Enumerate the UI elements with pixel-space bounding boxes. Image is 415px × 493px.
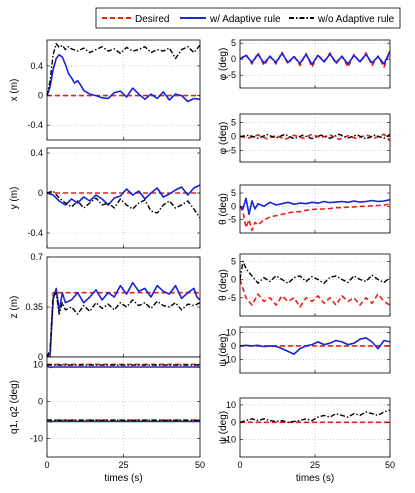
y-tick-label: 0 [38, 91, 43, 101]
series-line-adaptive [47, 420, 200, 423]
y-tick-label: 10 [226, 327, 236, 337]
y-axis-label: z (m) [9, 296, 20, 319]
panel-left-4: 10 0 -10 0 25 50 q1, q2 (deg) times (s) [9, 356, 205, 484]
y-tick-label: 0 [231, 54, 236, 64]
y-tick-label: 5 [231, 188, 236, 198]
series-line-no-adaptive [240, 133, 390, 140]
y-tick-label: -5 [228, 146, 236, 156]
series-line-adaptive [240, 336, 390, 355]
y-tick-label: 0 [231, 275, 236, 285]
y-tick-label: -10 [223, 435, 236, 445]
y-axis-label: θ (deg) [218, 193, 229, 225]
panels: 0.4 0 -0.4 x (m) 0.4 0 -0.4 y (m) 0.7 0.35 0 z (m) 1… [9, 38, 395, 484]
y-axis-label: y (m) [9, 187, 20, 210]
plot-area [47, 257, 200, 357]
y-axis-label: ψ (deg) [218, 333, 229, 366]
series-group [240, 197, 390, 232]
panel-right-1: 5 0 -5φ (deg) [218, 38, 391, 89]
y-tick-label: 0 [231, 201, 236, 211]
y-tick-label: 5 [231, 256, 236, 266]
series-line-adaptive [47, 53, 200, 103]
series-line-adaptive [240, 197, 390, 216]
series-line-adaptive [47, 365, 200, 369]
y-tick-label: 0 [38, 188, 43, 198]
series-group [240, 260, 390, 308]
x-tick-label: 0 [44, 460, 49, 470]
series-group [47, 281, 200, 357]
panel-right-5: 10 0 -10ψ (deg) [218, 326, 391, 374]
series-line-adaptive [47, 184, 200, 206]
series-line-desired [47, 291, 200, 357]
y-tick-label: 0 [231, 417, 236, 427]
plot-area [47, 148, 200, 248]
series-line-desired [240, 279, 390, 308]
series-group [240, 133, 390, 142]
panel-right-6: 10 0 -10 0 25 50 ψ (deg) times (s) [218, 397, 395, 484]
plot-area [240, 398, 390, 457]
y-tick-label: -0.4 [27, 228, 43, 238]
y-tick-label: 0 [231, 132, 236, 142]
x-tick-label: 25 [310, 460, 320, 470]
y-axis-label: q1, q2 (deg) [9, 380, 20, 434]
panel-right-4: 5 0 -5θ (deg) [218, 253, 391, 317]
series-line-adaptive [240, 50, 390, 66]
y-tick-label: 0.35 [25, 302, 43, 312]
x-tick-label: 25 [118, 460, 128, 470]
y-axis-label: ψ (deg) [218, 411, 229, 444]
y-tick-label: -5 [228, 70, 236, 80]
series-line-no-adaptive [47, 43, 200, 96]
y-tick-label: 0.7 [30, 252, 43, 262]
x-tick-label: 0 [237, 460, 242, 470]
series-line-no-adaptive [240, 409, 390, 423]
x-tick-label: 50 [385, 460, 395, 470]
series-line-no-adaptive [47, 190, 200, 219]
y-axis-label: φ (deg) [218, 48, 229, 81]
series-line-adaptive [47, 281, 200, 357]
series-group [47, 363, 200, 423]
series-group [240, 336, 390, 355]
panel-right-3: 5 0 -5θ (deg) [218, 184, 391, 234]
series-line-desired [240, 203, 390, 232]
series-line-desired [240, 133, 390, 142]
y-axis-label: x (m) [9, 79, 20, 102]
series-group [47, 43, 200, 103]
y-tick-label: 5 [231, 117, 236, 127]
y-tick-label: -5 [228, 293, 236, 303]
plot-area [240, 327, 390, 373]
y-axis-label: φ (deg) [218, 122, 229, 155]
legend-label-no-adaptive: w/o Adaptive rule [317, 14, 395, 25]
y-tick-label: 0.4 [30, 61, 43, 71]
series-group [240, 50, 390, 68]
y-tick-label: 0 [38, 352, 43, 362]
legend-box [95, 7, 401, 29]
x-axis-label: times (s) [104, 473, 142, 484]
y-axis-label: θ (deg) [218, 269, 229, 301]
x-axis-label: times (s) [296, 473, 334, 484]
legend-label-desired: Desired [135, 14, 169, 25]
y-tick-label: 0 [231, 341, 236, 351]
plot-area [47, 357, 200, 457]
y-tick-label: -10 [30, 433, 43, 443]
y-tick-label: -5 [228, 215, 236, 225]
series-group [240, 409, 390, 424]
legend: Desired w/ Adaptive rule w/o Adaptive ru… [95, 7, 401, 29]
y-tick-label: 5 [231, 38, 236, 48]
y-tick-label: -0.4 [27, 120, 43, 130]
plot-area [47, 40, 200, 140]
legend-label-adaptive: w/ Adaptive rule [209, 14, 281, 25]
panel-left-3: 0.7 0.35 0 z (m) [9, 252, 201, 362]
panel-right-2: 5 0 -5φ (deg) [218, 113, 391, 163]
y-tick-label: 10 [33, 359, 43, 369]
y-tick-label: 0.4 [30, 148, 43, 158]
y-tick-label: -10 [223, 354, 236, 364]
y-tick-label: 10 [226, 400, 236, 410]
x-tick-label: 50 [195, 460, 205, 470]
panel-left-1: 0.4 0 -0.4 x (m) [9, 39, 201, 141]
y-tick-label: 0 [38, 396, 43, 406]
panel-left-2: 0.4 0 -0.4 y (m) [9, 147, 201, 249]
series-line-no-adaptive [240, 260, 390, 284]
series-line-no-adaptive [47, 292, 200, 357]
series-group [47, 184, 200, 219]
